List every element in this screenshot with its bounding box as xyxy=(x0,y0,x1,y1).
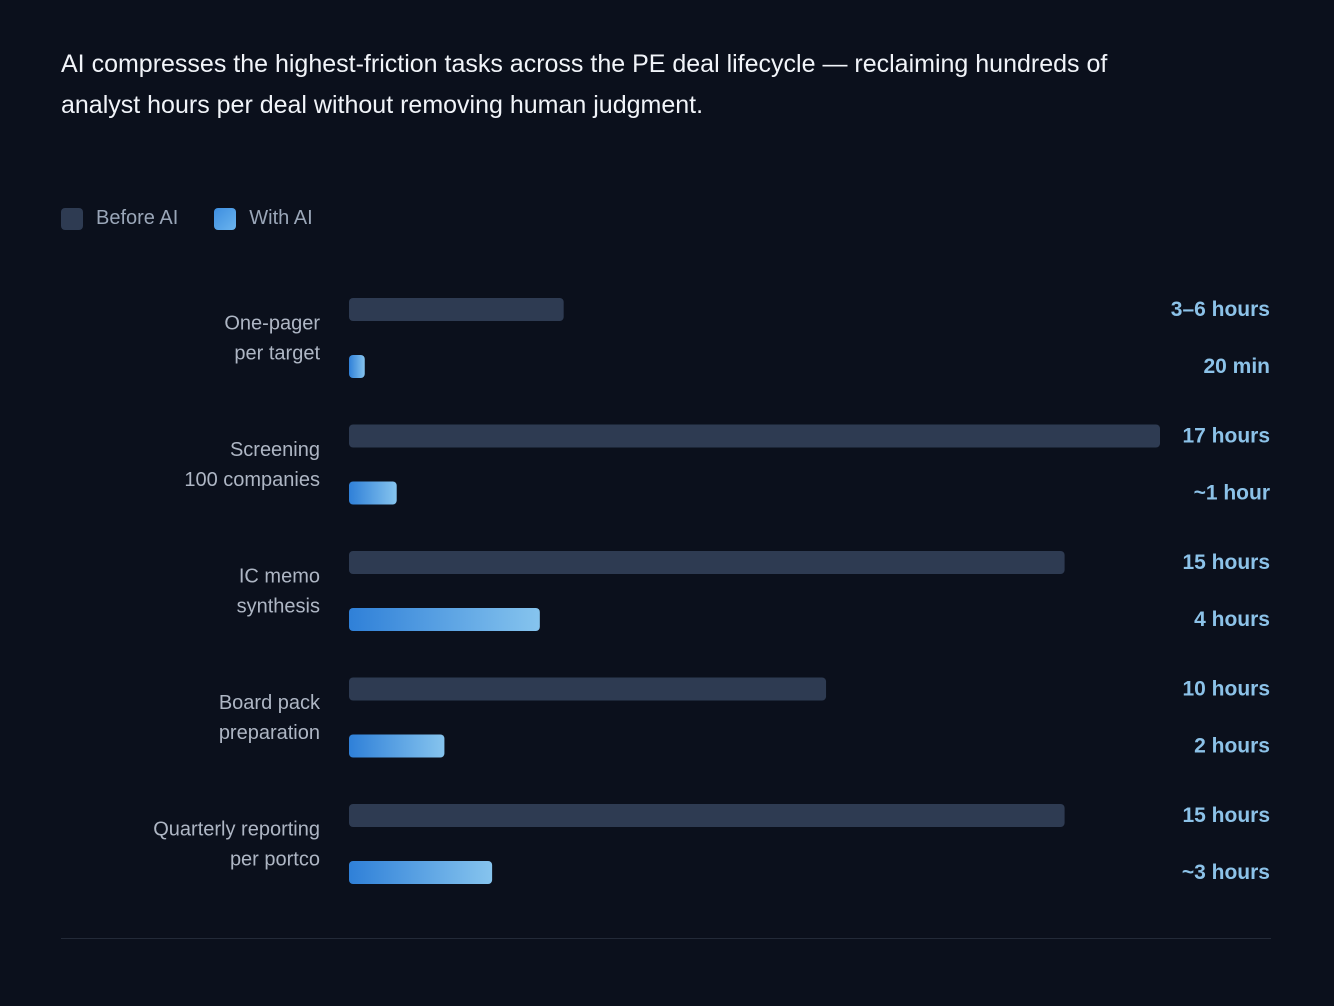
bar-before-ai xyxy=(349,298,564,321)
headline: AI compresses the highest-friction tasks… xyxy=(61,50,1108,119)
category-label: IC memo synthesis xyxy=(237,565,320,617)
bar-before-ai xyxy=(349,677,827,701)
category-label-line: synthesis xyxy=(237,595,320,617)
bar-before-ai xyxy=(349,424,1160,448)
category-label-line: per portco xyxy=(230,848,320,870)
value-label-with-ai: 4 hours xyxy=(1194,608,1270,631)
bar-with-ai xyxy=(349,355,365,378)
category-label-line: Quarterly reporting xyxy=(153,818,320,840)
category-label-line: IC memo xyxy=(239,565,320,587)
legend: Before AI With AI xyxy=(61,207,349,230)
legend-swatch-before xyxy=(61,207,83,230)
category-label: Board pack preparation xyxy=(219,692,321,744)
category-label: Quarterly reporting per portco xyxy=(153,818,320,870)
legend-swatch-with xyxy=(214,207,237,230)
legend-label-with: With AI xyxy=(249,207,313,229)
bar-with-ai xyxy=(349,481,397,505)
value-label-before-ai: 15 hours xyxy=(1182,804,1270,827)
value-label-with-ai: 2 hours xyxy=(1194,735,1270,758)
value-label-before-ai: 3–6 hours xyxy=(1171,298,1270,321)
value-label-before-ai: 10 hours xyxy=(1182,678,1270,701)
divider xyxy=(61,938,1271,939)
bar-before-ai xyxy=(349,804,1065,827)
category-label-line: preparation xyxy=(219,722,320,744)
legend-label-before: Before AI xyxy=(96,207,179,229)
category-label-line: Board pack xyxy=(219,692,321,714)
category-label: Screening 100 companies xyxy=(184,439,320,491)
category-label-line: per target xyxy=(234,342,320,364)
legend-item-with: With AI xyxy=(214,207,313,230)
value-label-with-ai: ~1 hour xyxy=(1194,482,1270,505)
bar-with-ai xyxy=(349,608,540,631)
bar-with-ai xyxy=(349,861,493,884)
category-label-line: 100 companies xyxy=(184,469,320,491)
value-label-before-ai: 17 hours xyxy=(1182,425,1270,448)
value-label-with-ai: ~3 hours xyxy=(1182,861,1270,884)
value-label-with-ai: 20 min xyxy=(1203,355,1270,378)
category-label-line: Screening xyxy=(230,439,320,461)
bar-before-ai xyxy=(349,551,1065,574)
category-label: One-pager per target xyxy=(224,312,320,364)
value-label-before-ai: 15 hours xyxy=(1182,551,1270,574)
bar-with-ai xyxy=(349,734,445,758)
category-label-line: One-pager xyxy=(224,312,320,334)
legend-item-before: Before AI xyxy=(61,207,178,230)
